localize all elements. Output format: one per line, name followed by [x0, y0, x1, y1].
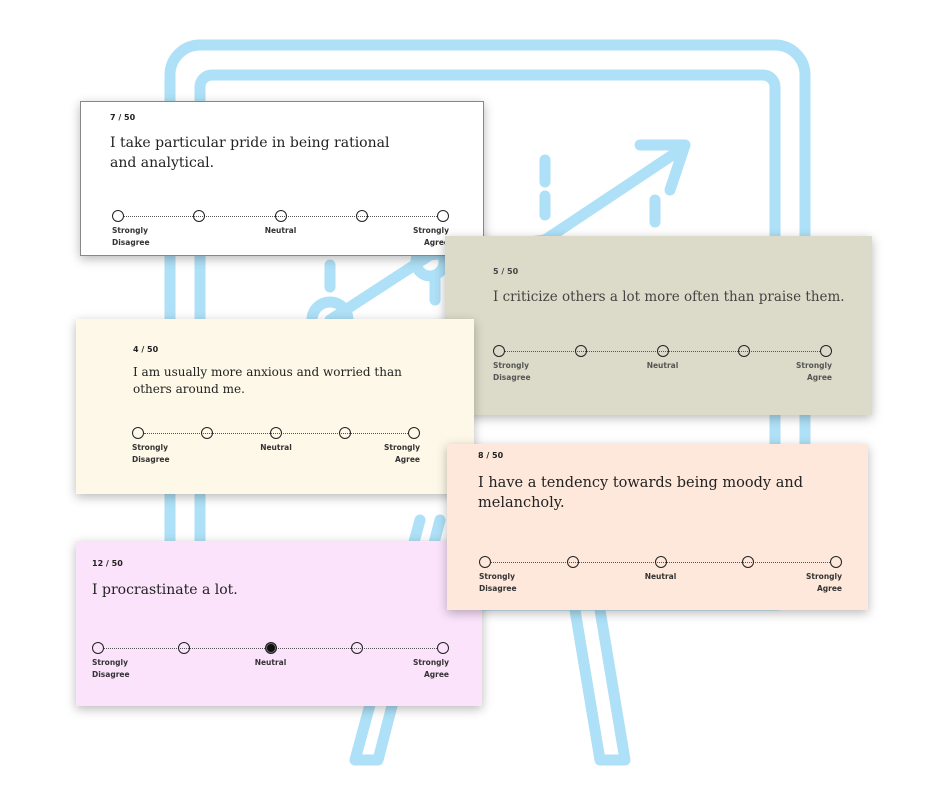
scale-option-1-radio[interactable]	[479, 556, 491, 568]
question-text: I take particular pride in being rationa…	[110, 135, 390, 171]
label-neutral: Neutral	[254, 658, 287, 667]
question-card-7: 7 / 50 I take particular pride in being …	[80, 101, 484, 256]
dashed-guides	[324, 154, 661, 306]
scale-option-3-radio[interactable]	[274, 210, 287, 222]
scale-option-2-radio[interactable]	[566, 556, 579, 568]
question-card-12: 12 / 50 I procrastinate a lot. Strongly …	[76, 541, 482, 706]
scale-option-4-radio[interactable]	[742, 556, 755, 568]
scale-option-1-radio[interactable]	[132, 427, 144, 439]
label-neutral: Neutral	[260, 443, 292, 452]
label-strongly-disagree: Strongly Disagree	[479, 572, 517, 593]
scale-option-5-radio[interactable]	[437, 642, 449, 654]
scale-option-5-radio[interactable]	[408, 427, 420, 439]
label-strongly-disagree: Strongly Disagree	[132, 443, 170, 464]
easel-right-leg	[554, 514, 631, 766]
label-strongly-disagree: Strongly Disagree	[493, 361, 531, 382]
scale-option-2-radio[interactable]	[193, 210, 206, 222]
likert-scale: Strongly Disagree Neutral Strongly Agree	[112, 210, 449, 250]
scale-option-5-radio[interactable]	[820, 345, 832, 357]
question-counter: 4 / 50	[133, 345, 159, 354]
arrow-head	[634, 139, 691, 196]
scale-option-3-radio[interactable]	[656, 345, 669, 357]
scale-option-3-radio[interactable]	[654, 556, 667, 568]
scale-option-2-radio[interactable]	[178, 642, 191, 654]
scale-option-1-radio[interactable]	[92, 642, 104, 654]
likert-scale: Strongly Disagree Neutral Strongly Agree	[132, 427, 420, 467]
label-neutral: Neutral	[264, 226, 297, 235]
question-counter: 8 / 50	[478, 451, 504, 460]
label-strongly-agree: Strongly Agree	[412, 658, 449, 679]
question-counter: 7 / 50	[110, 113, 136, 122]
question-counter: 5 / 50	[493, 267, 519, 276]
likert-scale: Strongly Disagree Neutral Strongly Agree	[92, 642, 449, 682]
label-strongly-agree: Strongly Agree	[383, 443, 420, 464]
scale-option-1-radio[interactable]	[112, 210, 124, 222]
scale-option-3-radio[interactable]	[264, 642, 277, 654]
label-neutral: Neutral	[644, 572, 677, 581]
likert-scale: Strongly Disagree Neutral Strongly Agree	[493, 345, 832, 385]
scale-option-5-radio[interactable]	[830, 556, 842, 568]
question-text: I criticize others a lot more often than…	[493, 289, 845, 305]
question-counter: 12 / 50	[92, 559, 123, 568]
label-strongly-agree: Strongly Agree	[412, 226, 449, 247]
label-strongly-disagree: Strongly Disagree	[112, 226, 150, 247]
scale-option-5-radio[interactable]	[437, 210, 449, 222]
scale-option-2-radio[interactable]	[201, 427, 213, 439]
scale-option-2-radio[interactable]	[574, 345, 587, 357]
question-text: I have a tendency towards being moody an…	[478, 475, 803, 512]
label-strongly-agree: Strongly Agree	[795, 361, 832, 382]
question-card-5: 5 / 50 I criticize others a lot more oft…	[445, 236, 872, 415]
label-strongly-agree: Strongly Agree	[805, 572, 842, 593]
likert-scale: Strongly Disagree Neutral Strongly Agree	[479, 556, 842, 596]
scale-option-4-radio[interactable]	[350, 642, 363, 654]
question-card-4: 4 / 50 I am usually more anxious and wor…	[76, 319, 474, 494]
label-neutral: Neutral	[646, 361, 679, 370]
scale-option-4-radio[interactable]	[339, 427, 351, 439]
scale-option-4-radio[interactable]	[738, 345, 751, 357]
question-text: I procrastinate a lot.	[92, 582, 238, 598]
scale-option-4-radio[interactable]	[355, 210, 368, 222]
question-card-8: 8 / 50 I have a tendency towards being m…	[447, 444, 868, 610]
scale-option-3-radio[interactable]	[270, 427, 282, 439]
scale-option-1-radio[interactable]	[493, 345, 505, 357]
label-strongly-disagree: Strongly Disagree	[92, 658, 130, 679]
question-text: I am usually more anxious and worried th…	[133, 365, 402, 396]
